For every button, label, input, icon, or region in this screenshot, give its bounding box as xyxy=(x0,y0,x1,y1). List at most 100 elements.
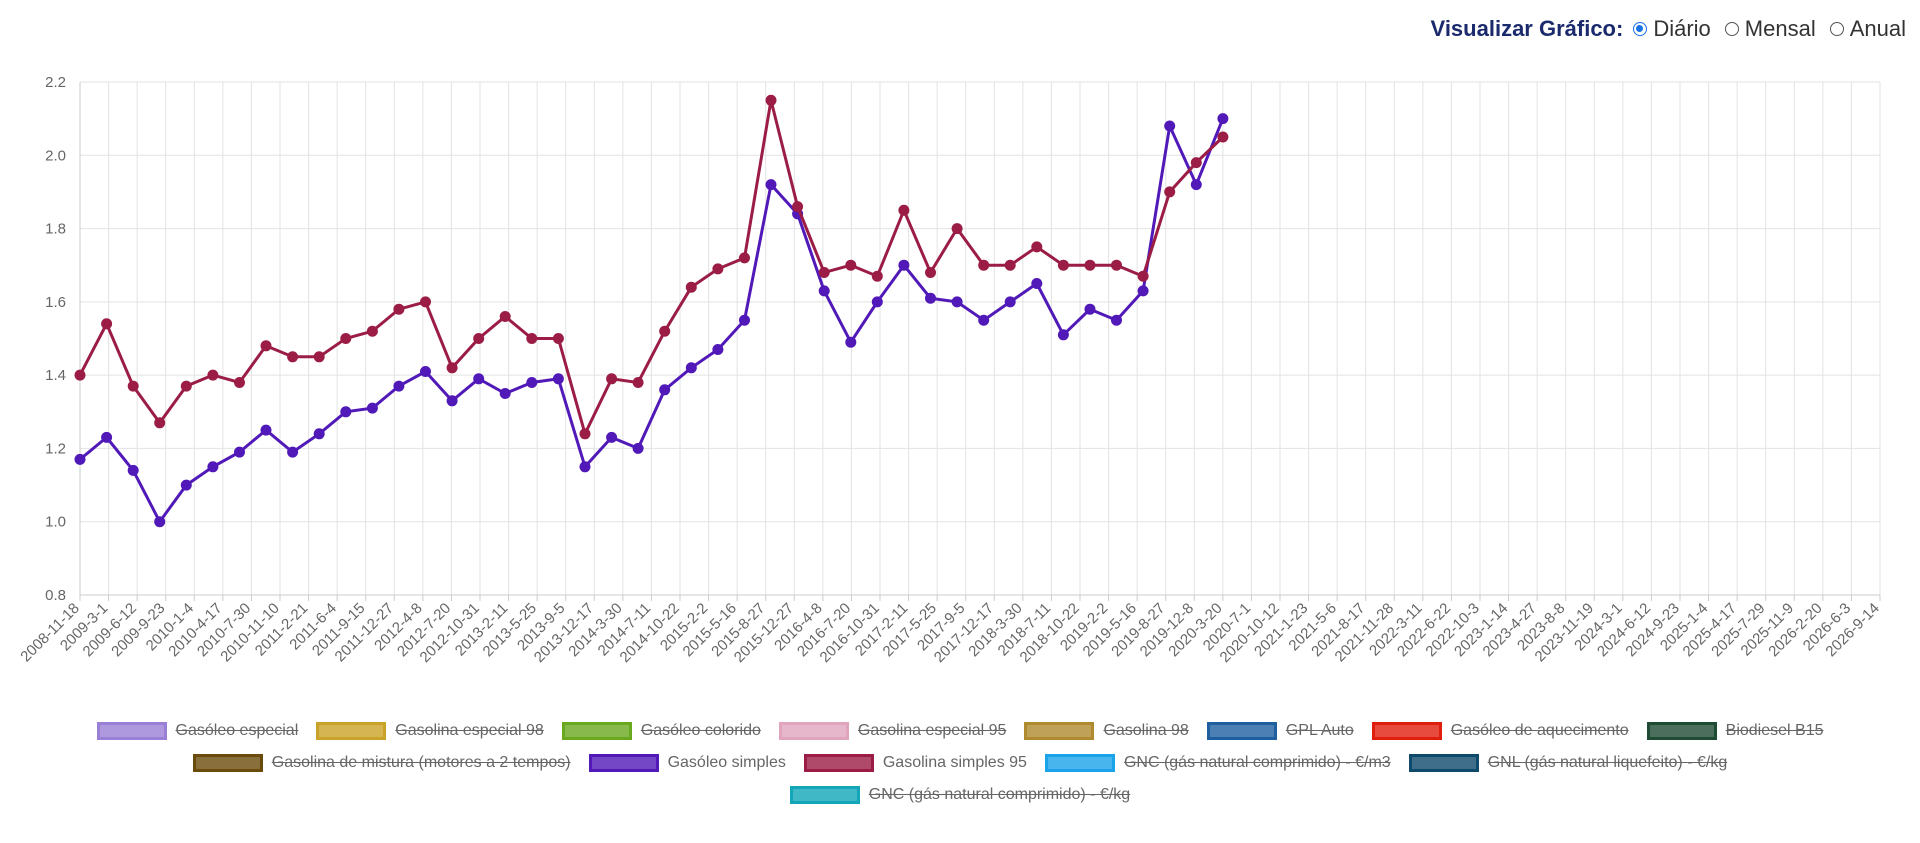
data-point xyxy=(579,428,591,440)
legend-swatch xyxy=(789,786,860,804)
line-chart: 0.81.01.21.41.61.82.02.22008-11-182009-3… xyxy=(17,74,1882,666)
y-tick-label: 2.2 xyxy=(45,74,66,91)
legend-label: Gasolina 98 xyxy=(1103,722,1189,739)
data-point xyxy=(1084,259,1096,271)
data-point xyxy=(420,366,431,377)
radio-anual-circle[interactable] xyxy=(1829,22,1844,36)
radio-diario-label: Diário xyxy=(1653,16,1711,41)
legend-swatch xyxy=(803,754,874,772)
legend-label: GPL Auto xyxy=(1285,722,1354,739)
legend-swatch xyxy=(561,722,632,740)
data-point xyxy=(606,431,618,443)
data-point xyxy=(499,388,511,399)
legend-item[interactable]: Gasolina especial 98 xyxy=(316,722,544,740)
data-point xyxy=(1111,259,1122,271)
legend-item[interactable]: GNL (gás natural liquefeito) - €/kg xyxy=(1408,754,1727,772)
legend-swatch xyxy=(1646,722,1717,740)
y-tick-label: 1.2 xyxy=(45,440,66,457)
y-tick-label: 1.4 xyxy=(45,367,66,384)
legend-item[interactable]: GNC (gás natural comprimido) - €/m3 xyxy=(1044,754,1391,772)
data-point xyxy=(898,259,910,271)
legend-label: Gasóleo especial xyxy=(175,722,299,739)
data-point xyxy=(552,333,564,344)
data-point xyxy=(287,446,299,458)
data-point xyxy=(925,292,936,304)
legend-item[interactable]: Biodiesel B15 xyxy=(1646,722,1824,740)
legend-label: Biodiesel B15 xyxy=(1725,722,1824,739)
legend-item[interactable]: Gasóleo colorido xyxy=(561,722,761,740)
legend-label: GNC (gás natural comprimido) - €/kg xyxy=(868,786,1131,803)
data-point xyxy=(712,263,724,275)
data-point xyxy=(712,344,724,355)
y-tick-label: 1.0 xyxy=(45,514,66,531)
legend-item[interactable]: Gasolina 98 xyxy=(1024,722,1189,740)
legend-label: Gasolina especial 95 xyxy=(857,722,1007,739)
legend-item[interactable]: GNC (gás natural comprimido) - €/kg xyxy=(789,786,1131,804)
data-point xyxy=(1084,303,1096,315)
legend-swatch xyxy=(1371,722,1442,740)
data-point xyxy=(1137,285,1149,297)
legend-label: Gasóleo de aquecimento xyxy=(1450,722,1629,739)
data-point xyxy=(127,464,139,476)
data-point xyxy=(207,369,219,381)
data-point xyxy=(287,351,299,363)
radio-anual[interactable]: Anual xyxy=(1829,16,1906,42)
legend-row-2: Gasolina de mistura (motores a 2 tempos)… xyxy=(0,747,1920,779)
data-point xyxy=(499,311,511,322)
legend-item[interactable]: Gasóleo simples xyxy=(588,754,786,772)
radio-mensal-label: Mensal xyxy=(1744,16,1816,41)
legend-label: Gasolina especial 98 xyxy=(395,722,544,739)
data-point xyxy=(74,453,86,465)
data-point xyxy=(978,259,990,271)
data-point xyxy=(1217,131,1229,143)
data-point xyxy=(393,303,405,315)
radio-diario-circle[interactable] xyxy=(1633,22,1648,36)
y-tick-label: 1.8 xyxy=(45,221,66,238)
radio-anual-label: Anual xyxy=(1849,16,1906,41)
data-point xyxy=(526,333,538,344)
data-point xyxy=(685,281,697,293)
data-point xyxy=(1057,259,1069,271)
data-point xyxy=(74,369,86,381)
data-point xyxy=(154,516,166,528)
data-point xyxy=(1004,259,1016,271)
data-point xyxy=(951,223,963,235)
data-point xyxy=(1164,186,1176,198)
data-point xyxy=(898,204,910,216)
legend-item[interactable]: Gasóleo especial xyxy=(96,722,299,740)
data-point xyxy=(579,461,591,473)
data-point xyxy=(792,201,804,213)
data-point xyxy=(154,417,166,429)
legend-item[interactable]: Gasolina especial 95 xyxy=(778,722,1007,740)
legend-item[interactable]: Gasóleo de aquecimento xyxy=(1371,722,1629,740)
data-point xyxy=(1004,296,1016,308)
legend-swatch xyxy=(1044,754,1115,772)
legend-item[interactable]: GPL Auto xyxy=(1206,722,1354,740)
legend-item[interactable]: Gasolina simples 95 xyxy=(803,754,1027,772)
legend-row-1: Gasóleo especial Gasolina especial 98 Gasó… xyxy=(0,715,1920,747)
data-point xyxy=(632,377,644,388)
data-point xyxy=(739,314,750,326)
data-point xyxy=(1031,241,1043,253)
legend-swatch xyxy=(316,722,387,740)
radio-mensal[interactable]: Mensal xyxy=(1724,16,1816,42)
legend-label: Gasolina de mistura (motores a 2 tempos) xyxy=(271,754,571,771)
legend-swatch xyxy=(588,754,659,772)
legend-swatch xyxy=(96,722,167,740)
radio-diario[interactable]: Diário xyxy=(1633,16,1711,42)
radio-mensal-circle[interactable] xyxy=(1724,22,1739,36)
data-point xyxy=(101,318,113,330)
data-point xyxy=(1057,329,1069,341)
data-point xyxy=(685,362,697,374)
y-tick-label: 0.8 xyxy=(45,587,66,604)
data-point xyxy=(1137,270,1149,282)
view-selector: Visualizar Gráfico: Diário Mensal Anual xyxy=(1431,16,1906,42)
y-tick-label: 2.0 xyxy=(45,147,66,164)
data-point xyxy=(818,285,830,297)
legend-item[interactable]: Gasolina de mistura (motores a 2 tempos) xyxy=(192,754,571,772)
data-point xyxy=(552,373,564,385)
legend-swatch xyxy=(1024,722,1095,740)
legend-swatch xyxy=(1408,754,1479,772)
data-point xyxy=(234,377,245,388)
data-point xyxy=(340,406,352,418)
